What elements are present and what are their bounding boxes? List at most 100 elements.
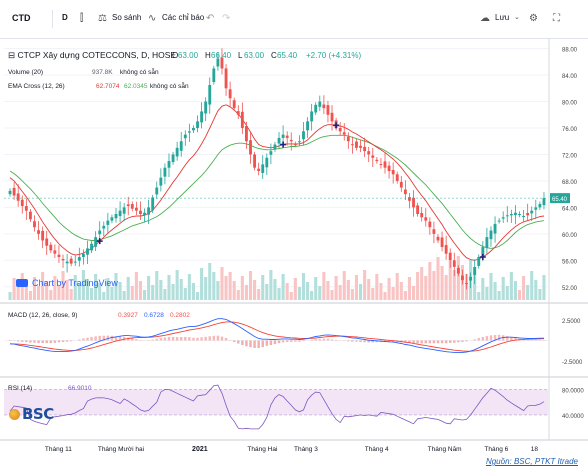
rsi-band: [4, 389, 548, 415]
macd-histogram-bar: [8, 340, 12, 341]
volume-bar: [138, 281, 143, 300]
candle-body: [477, 257, 481, 266]
fullscreen-icon[interactable]: ⛶: [553, 13, 560, 24]
cloud-icon[interactable]: ☁: [480, 13, 490, 24]
volume-legend-value: 937.8K: [92, 69, 113, 76]
macd-histogram-bar: [192, 337, 195, 341]
candle-body: [481, 247, 485, 257]
volume-bar: [142, 290, 147, 300]
chevron-down-icon[interactable]: ⌄: [514, 14, 520, 21]
macd-histogram-bar: [179, 336, 183, 341]
macd-histogram-bar: [212, 335, 216, 341]
macd-histogram-bar: [538, 339, 542, 341]
macd-histogram-bar: [224, 337, 228, 341]
save-button[interactable]: Lưu: [495, 13, 510, 22]
candle-body: [196, 121, 199, 128]
candle-body: [452, 260, 456, 267]
volume-bar: [167, 275, 171, 300]
indicators-icon[interactable]: ∿: [148, 13, 157, 24]
ohlc-key: C: [271, 51, 277, 60]
tradingview-watermark: Chart by TradingView: [16, 278, 118, 288]
macd-histogram-bar: [359, 340, 362, 342]
macd-histogram-bar: [510, 336, 513, 341]
macd-histogram-bar: [249, 340, 252, 348]
macd-histogram-bar: [277, 340, 281, 344]
gear-icon[interactable]: ⚙: [529, 13, 538, 24]
x-tick-label: Tháng Năm: [428, 446, 462, 453]
candle-body: [310, 111, 314, 122]
volume-bar: [94, 274, 98, 300]
macd-histogram-bar: [412, 340, 415, 344]
macd-histogram-bar: [318, 338, 322, 341]
ema-legend-na: không có sẵn: [150, 81, 189, 90]
macd-histogram-bar: [94, 336, 97, 341]
macd-histogram-bar: [208, 336, 211, 341]
indicators-button[interactable]: Các chỉ báo: [162, 13, 205, 22]
volume-bar: [41, 272, 45, 300]
volume-bar: [440, 266, 444, 300]
volume-bar: [306, 282, 310, 300]
volume-bar: [61, 271, 65, 300]
volume-bar: [403, 291, 407, 300]
interval-button[interactable]: D: [62, 13, 68, 22]
volume-bar: [147, 276, 151, 300]
volume-bar: [187, 274, 191, 300]
macd-histogram-bar: [493, 335, 497, 341]
candle-body: [322, 104, 326, 109]
macd-histogram-bar: [122, 336, 126, 341]
volume-bar: [359, 284, 363, 300]
volume-bar: [265, 284, 269, 300]
bar-style-icon[interactable]: ⫿: [80, 13, 84, 24]
volume-bar: [8, 292, 12, 300]
legend-title: ⊟ CTCP Xây dựng COTECCONS, D, HOSE: [8, 50, 176, 60]
volume-legend-label: Volume (20): [8, 69, 43, 76]
compare-button[interactable]: So sánh: [112, 13, 142, 22]
macd-histogram-bar: [485, 336, 489, 341]
bsc-text: BSC: [22, 405, 54, 423]
redo-icon[interactable]: ↷: [222, 13, 231, 24]
volume-bar: [126, 277, 130, 300]
macd-histogram-bar: [387, 340, 391, 343]
volume-bar: [534, 280, 538, 300]
candle-body: [383, 161, 387, 168]
macd-histogram-bar: [241, 340, 244, 346]
volume-bar: [98, 283, 102, 300]
volume-bar: [424, 276, 428, 300]
price-tick-label: 84.00: [562, 74, 578, 80]
macd-histogram-bar: [204, 336, 207, 341]
candle-body: [143, 212, 146, 215]
volume-bar: [481, 278, 485, 300]
x-tick-label: Tháng 3: [294, 446, 318, 453]
volume-bar: [118, 282, 122, 300]
candle-body: [375, 159, 379, 162]
volume-bar: [208, 263, 212, 300]
candle-body: [497, 220, 501, 222]
macd-histogram-bar: [265, 340, 269, 346]
x-tick-label: Tháng 4: [365, 446, 389, 453]
candle-body: [265, 157, 269, 168]
volume-bar: [257, 289, 261, 300]
rsi-tick-label: 80.0000: [562, 389, 584, 395]
price-tick-label: 88.00: [562, 48, 578, 54]
candle-body: [228, 89, 232, 99]
compare-icon[interactable]: ⚖: [98, 13, 107, 24]
candle-body: [77, 257, 81, 261]
candle-body: [493, 223, 497, 234]
volume-bar: [407, 277, 412, 300]
candle-body: [501, 217, 505, 219]
candle-body: [408, 197, 411, 201]
ema-cross-marker: [479, 254, 486, 260]
candle-body: [538, 204, 542, 208]
macd-histogram-bar: [436, 340, 440, 344]
macd-histogram-bar: [444, 340, 448, 344]
candle-body: [473, 266, 477, 275]
volume-bar: [163, 289, 167, 300]
ema-legend-label: EMA Cross (12, 26): [8, 83, 65, 90]
undo-icon[interactable]: ↶: [206, 13, 215, 24]
symbol-label[interactable]: CTD: [12, 13, 31, 23]
candle-body: [94, 237, 98, 247]
candle-body: [69, 258, 73, 264]
candle-body: [204, 101, 208, 114]
volume-bar: [399, 282, 403, 300]
